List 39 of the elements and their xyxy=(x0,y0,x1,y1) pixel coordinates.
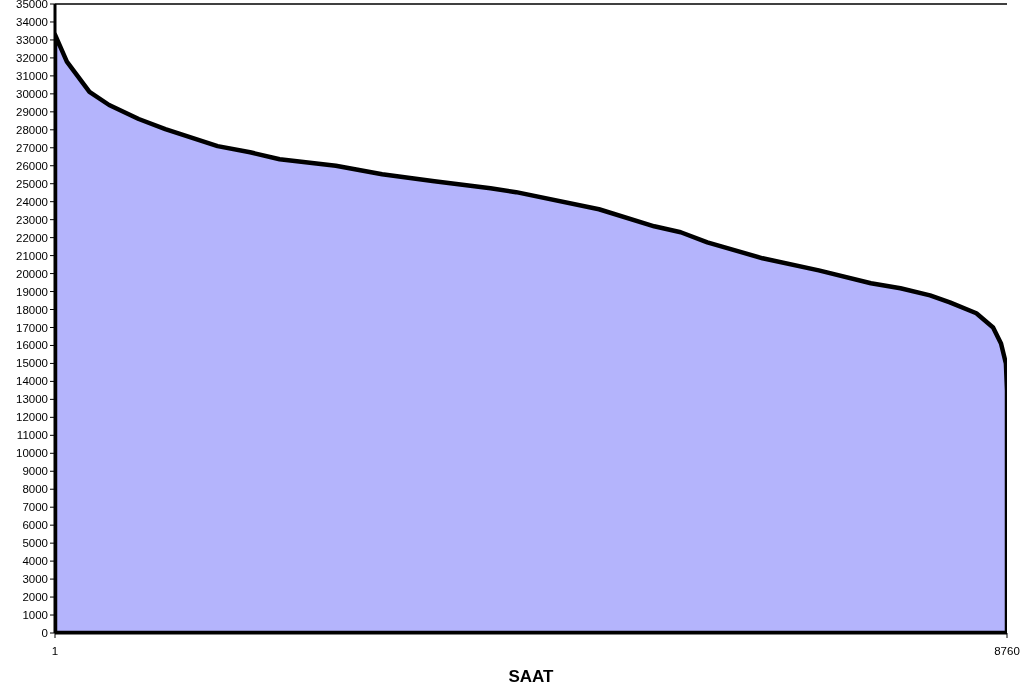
y-tick-label: 33000 xyxy=(16,33,48,46)
x-tick-label: 8760 xyxy=(994,645,1020,657)
y-tick-label: 2000 xyxy=(22,591,48,604)
y-tick-label: 18000 xyxy=(16,303,48,316)
y-tick-label: 4000 xyxy=(22,555,48,568)
y-tick-label: 3000 xyxy=(22,573,48,586)
y-tick-label: 14000 xyxy=(16,375,48,388)
y-tick-label: 24000 xyxy=(16,195,48,208)
y-tick-label: 22000 xyxy=(16,231,48,244)
y-tick-label: 34000 xyxy=(16,16,48,28)
y-tick-label: 30000 xyxy=(16,87,48,100)
y-tick-label: 1000 xyxy=(22,609,48,622)
y-tick-label: 17000 xyxy=(16,321,48,334)
y-tick-label: 25000 xyxy=(16,177,48,190)
x-tick-label: 1 xyxy=(51,645,59,657)
y-tick-label: 32000 xyxy=(16,51,48,64)
y-tick-label: 15000 xyxy=(16,357,48,370)
y-tick-label: 12000 xyxy=(16,411,48,424)
y-tick-label: 35000 xyxy=(16,0,48,11)
y-tick-label: 13000 xyxy=(16,393,48,406)
y-tick-label: 16000 xyxy=(16,339,48,352)
y-tick-label: 20000 xyxy=(16,267,48,280)
y-tick-label: 0 xyxy=(41,627,48,640)
y-tick-label: 11000 xyxy=(16,429,48,442)
y-tick-label: 23000 xyxy=(16,213,48,226)
y-tick-label: 5000 xyxy=(22,537,48,550)
y-tick-label: 19000 xyxy=(16,285,48,298)
y-tick-label: 31000 xyxy=(16,69,48,82)
y-tick-label: 29000 xyxy=(16,105,48,118)
y-tick-label: 10000 xyxy=(16,447,48,460)
y-tick-label: 7000 xyxy=(22,501,48,514)
y-tick-label: 27000 xyxy=(16,141,48,154)
y-tick-label: 8000 xyxy=(22,483,48,496)
y-tick-label: 21000 xyxy=(16,249,48,262)
y-tick-label: 28000 xyxy=(16,123,48,136)
y-tick-label: 26000 xyxy=(16,159,48,172)
y-tick-label: 9000 xyxy=(22,465,48,478)
x-axis-title: SAAT xyxy=(508,667,555,686)
y-tick-label: 6000 xyxy=(22,519,48,532)
